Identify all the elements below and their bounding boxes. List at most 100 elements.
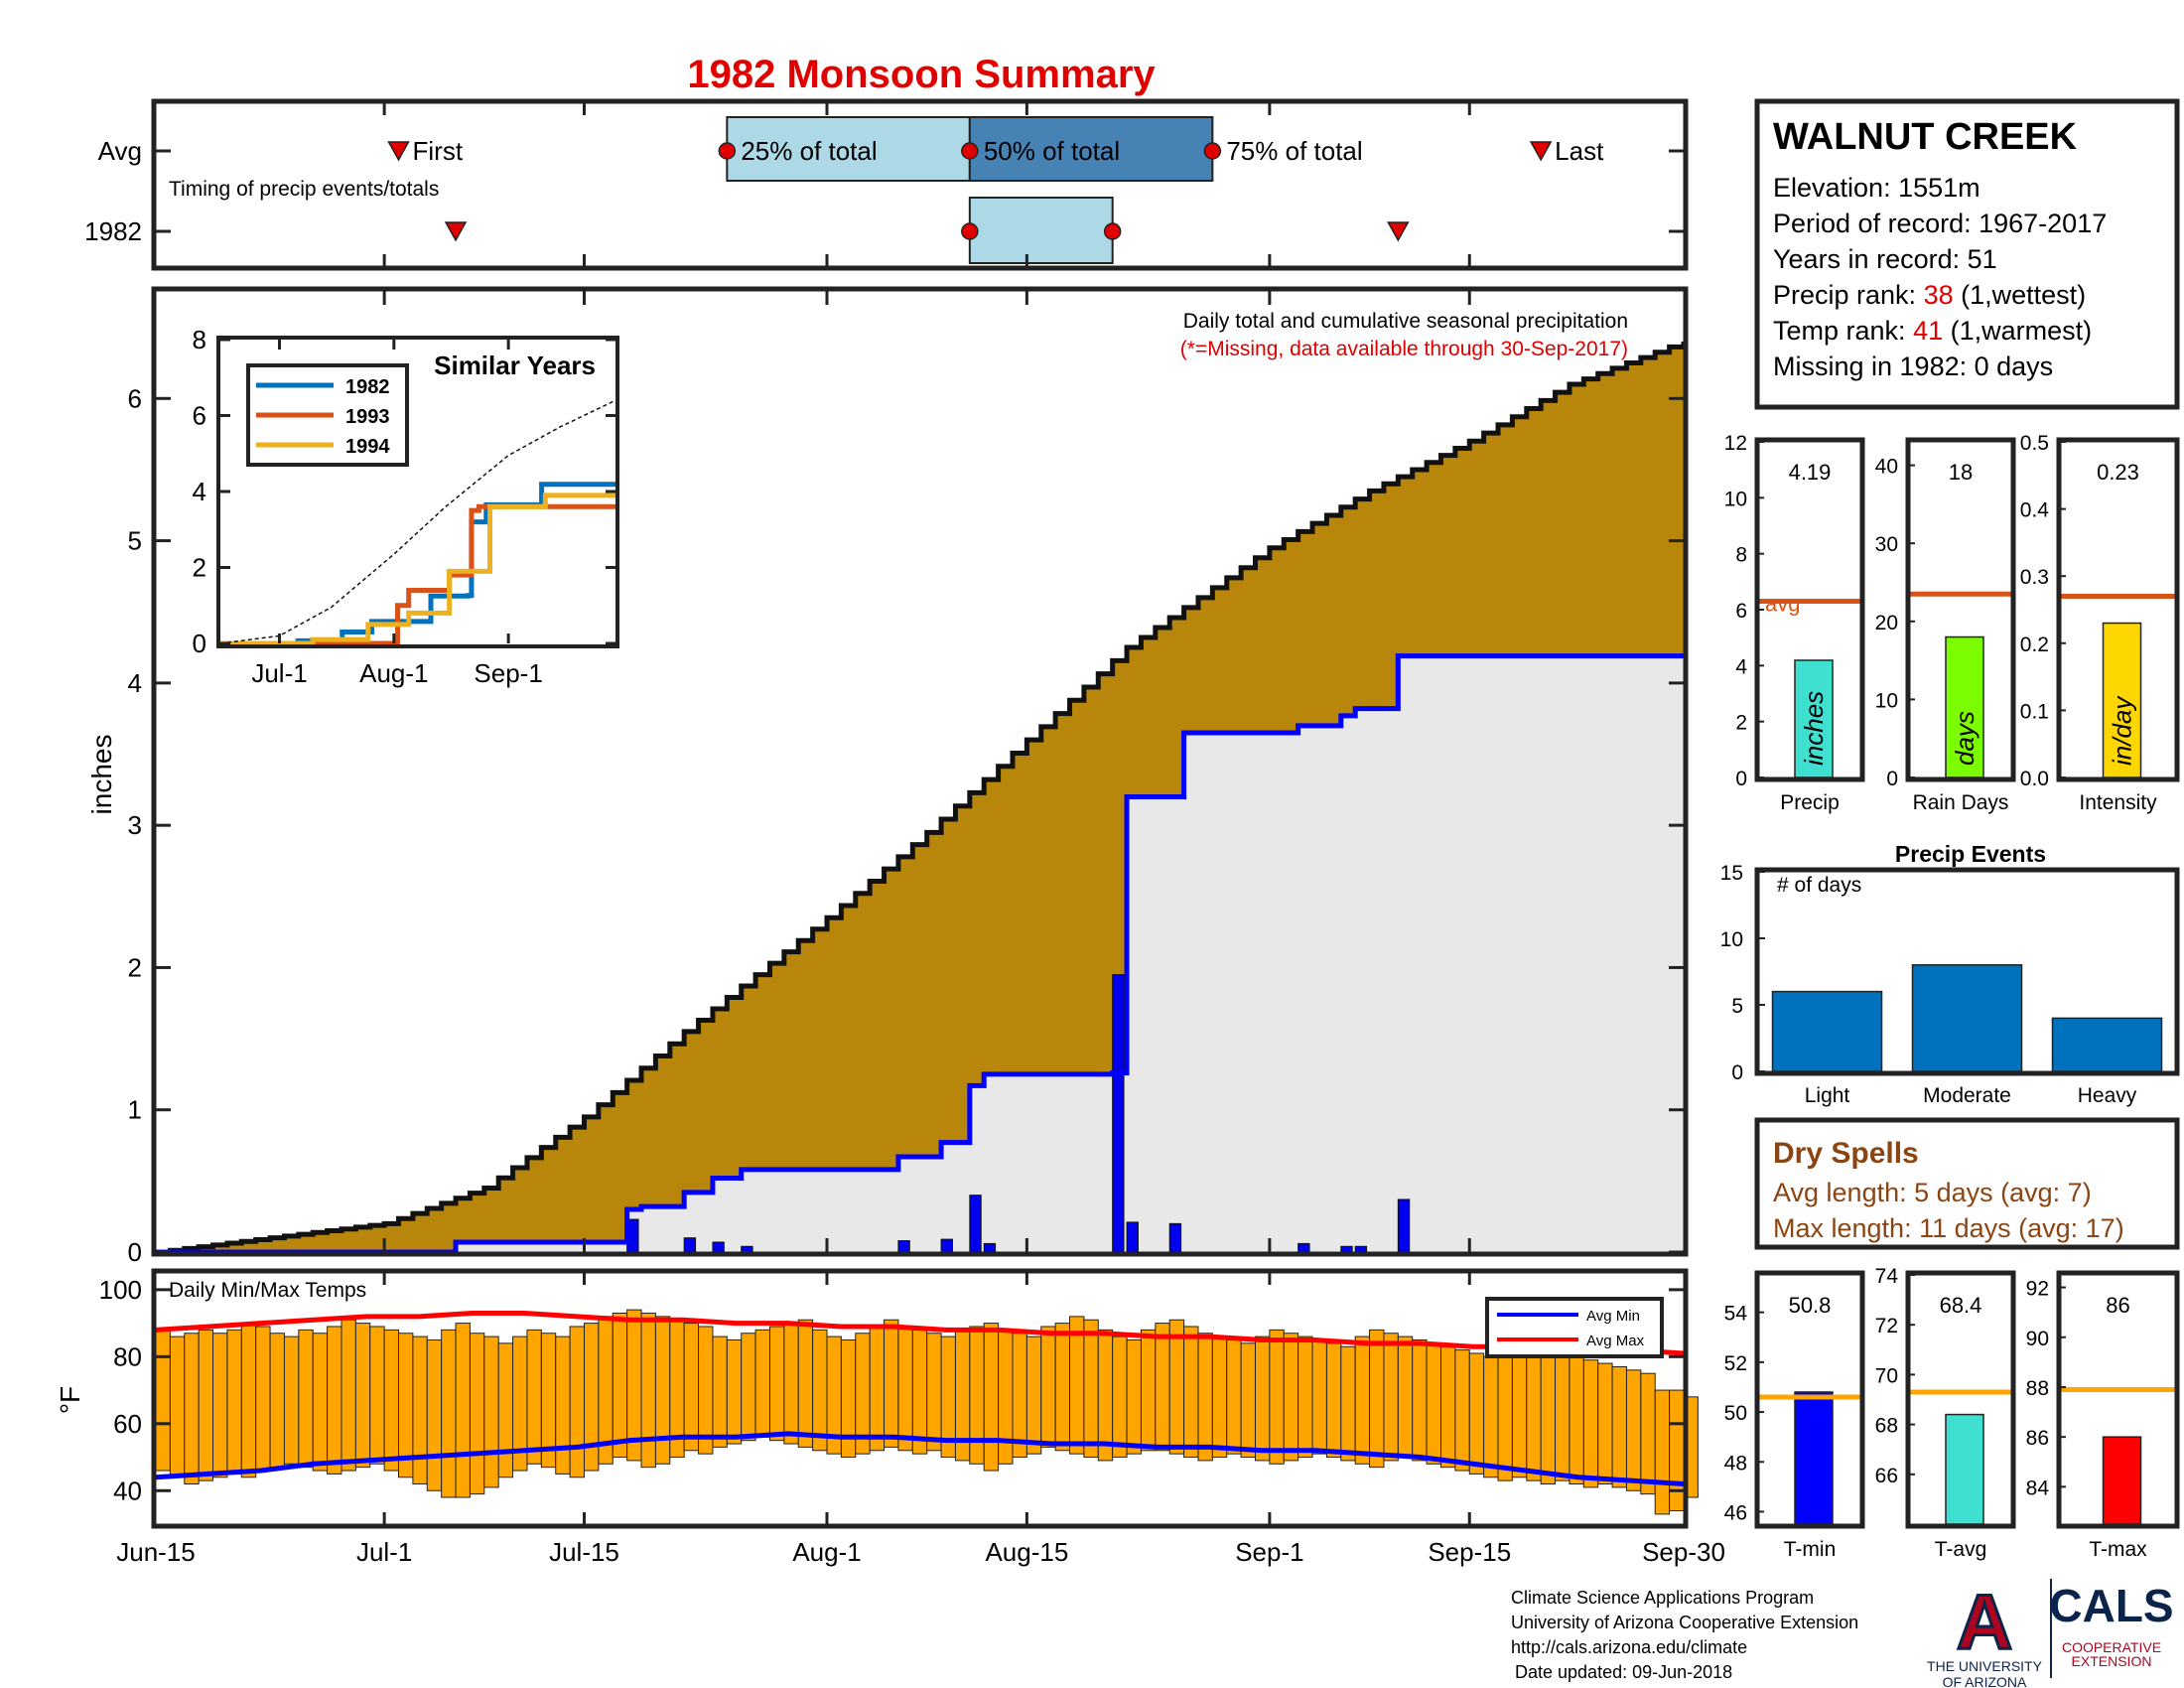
temp-range-bar [1240,1342,1257,1459]
temp-range-bar [1569,1355,1584,1485]
intensity-panel-frame [2056,437,2180,782]
raindays-panel-y-tick-label: 0 [1886,768,1898,790]
temp-range-bar [1654,1389,1671,1515]
temp-legend: Avg Min Avg Max [1485,1297,1664,1358]
temp-range-bar [1025,1336,1042,1455]
temp-range-bar [998,1329,1014,1465]
main-y-tick-label: 6 [128,383,142,413]
avg-25-label: 25% of total [741,136,877,166]
inset-y-tick-label: 8 [193,325,206,354]
temp-range-bar [1112,1336,1128,1459]
main-note-line1: Daily total and cumulative seasonal prec… [1183,310,1628,333]
daily-precip-bar [1168,1222,1182,1253]
temp-range-bar [1211,1336,1228,1459]
precip-panel-y-tick-label: 2 [1735,712,1747,735]
tavg-panel-y-tick-label: 66 [1875,1465,1898,1487]
precip-panel: avg inches 4.19 0 2 4 6 8 10 12 Precip [1724,432,1865,814]
temp-range-bar [983,1323,1000,1472]
temp-range-bar [184,1333,200,1485]
avg-25-50-box [726,116,971,182]
raindays-panel-y-tick-label: 20 [1875,612,1898,634]
tmin-panel-y-tick-label: 46 [1724,1501,1747,1524]
tmax-panel: 86 84 86 88 90 92 T-max [2026,1270,2180,1561]
temp-y-tick-label: 100 [99,1275,142,1305]
x-tick-label: Aug-1 [792,1537,861,1567]
precip-panel-y-tick-label: 12 [1724,432,1747,455]
svg-text:EXTENSION: EXTENSION [2072,1653,2152,1669]
station-temp-rank: Temp rank: 41 (1,warmest) [1773,316,2092,346]
tmin-panel-y-tick-label: 48 [1724,1452,1747,1475]
intensity-panel-y-tick-label: 0.0 [2020,768,2049,790]
temp-range-bar [1669,1389,1685,1512]
temp-range-bar [1483,1355,1499,1478]
svg-text:COOPERATIVE: COOPERATIVE [2062,1639,2161,1655]
temp-range-bar [812,1329,828,1452]
inset-y-tick-label: 6 [193,401,206,431]
avg-first-marker [387,141,410,162]
main-y-tick-label: 1 [128,1095,142,1125]
footer-line2: University of Arizona Cooperative Extens… [1511,1613,1858,1632]
temp-range-bar [327,1326,342,1475]
events-y-tick-label: 0 [1731,1061,1743,1084]
tmax-panel-y-tick-label: 86 [2026,1427,2049,1450]
temp-range-bar [497,1342,514,1478]
intensity-panel-y-tick-label: 0.2 [2020,633,2049,656]
daily-precip-bar [897,1240,910,1253]
temp-chart-title: Daily Min/Max Temps [169,1279,366,1302]
tavg-panel-y-tick-label: 74 [1875,1265,1899,1288]
tmin-panel-bar [1794,1391,1834,1525]
dry-spells-title: Dry Spells [1773,1137,1919,1170]
tavg-panel-label: T-avg [1935,1538,1987,1561]
temp-range-bar [683,1323,700,1452]
temp-range-bar [884,1319,899,1448]
avg-50-75-box [968,116,1214,182]
inset-plot-area: 0 2 4 6 8 Jul-1 Aug-1 Sep-1 [193,325,616,688]
svg-text:OF ARIZONA: OF ARIZONA [1943,1674,2027,1688]
temp-range-bar [1311,1338,1327,1455]
inset-series-1994 [220,492,615,646]
daily-precip-bar [683,1237,697,1253]
temp-range-bar [1383,1333,1399,1462]
temp-plot-area [155,1309,1699,1515]
temp-range-bar [741,1333,756,1442]
tmax-panel-y-tick-label: 88 [2026,1377,2049,1400]
precip-panel-label: Precip [1780,791,1840,814]
temp-range-bar [1183,1326,1199,1459]
temp-range-bar [1040,1326,1056,1448]
temp-y-tick-label: 80 [113,1341,142,1371]
main-plot-area [156,341,1687,1255]
temp-range-bar [1597,1362,1613,1485]
temp-range-bar [1468,1352,1485,1475]
avg-25-marker [718,142,737,160]
temp-range-bar [1168,1319,1185,1455]
daily-precip-bar [1126,1221,1139,1253]
events-title: Precip Events [1895,841,2046,867]
station-info-box: WALNUT CREEK Elevation: 1551m Period of … [1754,98,2180,410]
intensity-panel: in/day 0.23 0.0 0.1 0.2 0.3 0.4 0.5 Intensity [2020,432,2180,814]
temp-range-bar [555,1336,571,1475]
inset-legend: 1982 1993 1994 [246,363,409,467]
temp-range-bar [1126,1338,1142,1455]
temp-range-bar [1454,1349,1470,1472]
temp-range-bar [198,1329,214,1481]
footer-line1: Climate Science Applications Program [1511,1588,1814,1608]
year-75-marker [1103,222,1122,240]
tmax-panel-label: T-max [2089,1538,2147,1561]
temp-y-tick-label: 40 [113,1476,142,1505]
daily-precip-bar [712,1241,725,1253]
temp-range-bar [869,1326,886,1452]
legend-avg-min: Avg Min [1586,1308,1640,1325]
main-y-axis: 0 1 2 3 4 5 6 [128,291,1684,1267]
intensity-panel-y-tick-label: 0.1 [2020,700,2049,723]
temp-range-bar [1054,1323,1071,1452]
legend-label-1994: 1994 [345,436,390,458]
temp-range-bar [726,1338,743,1445]
tmin-panel-y-tick-label: 50 [1724,1402,1747,1425]
x-axis-ticks: Jun-15 Jul-1 Jul-15 Aug-1 Aug-15 Sep-1 Sep-15 S… [116,1537,1725,1567]
precip-panel-y-tick-label: 6 [1735,600,1747,623]
intensity-panel-y-tick-label: 0.5 [2020,432,2049,455]
x-tick-label: Jun-15 [116,1537,196,1567]
inset-x-tick-label: Sep-1 [474,658,542,688]
precip-panel-y-tick-label: 0 [1735,768,1747,790]
